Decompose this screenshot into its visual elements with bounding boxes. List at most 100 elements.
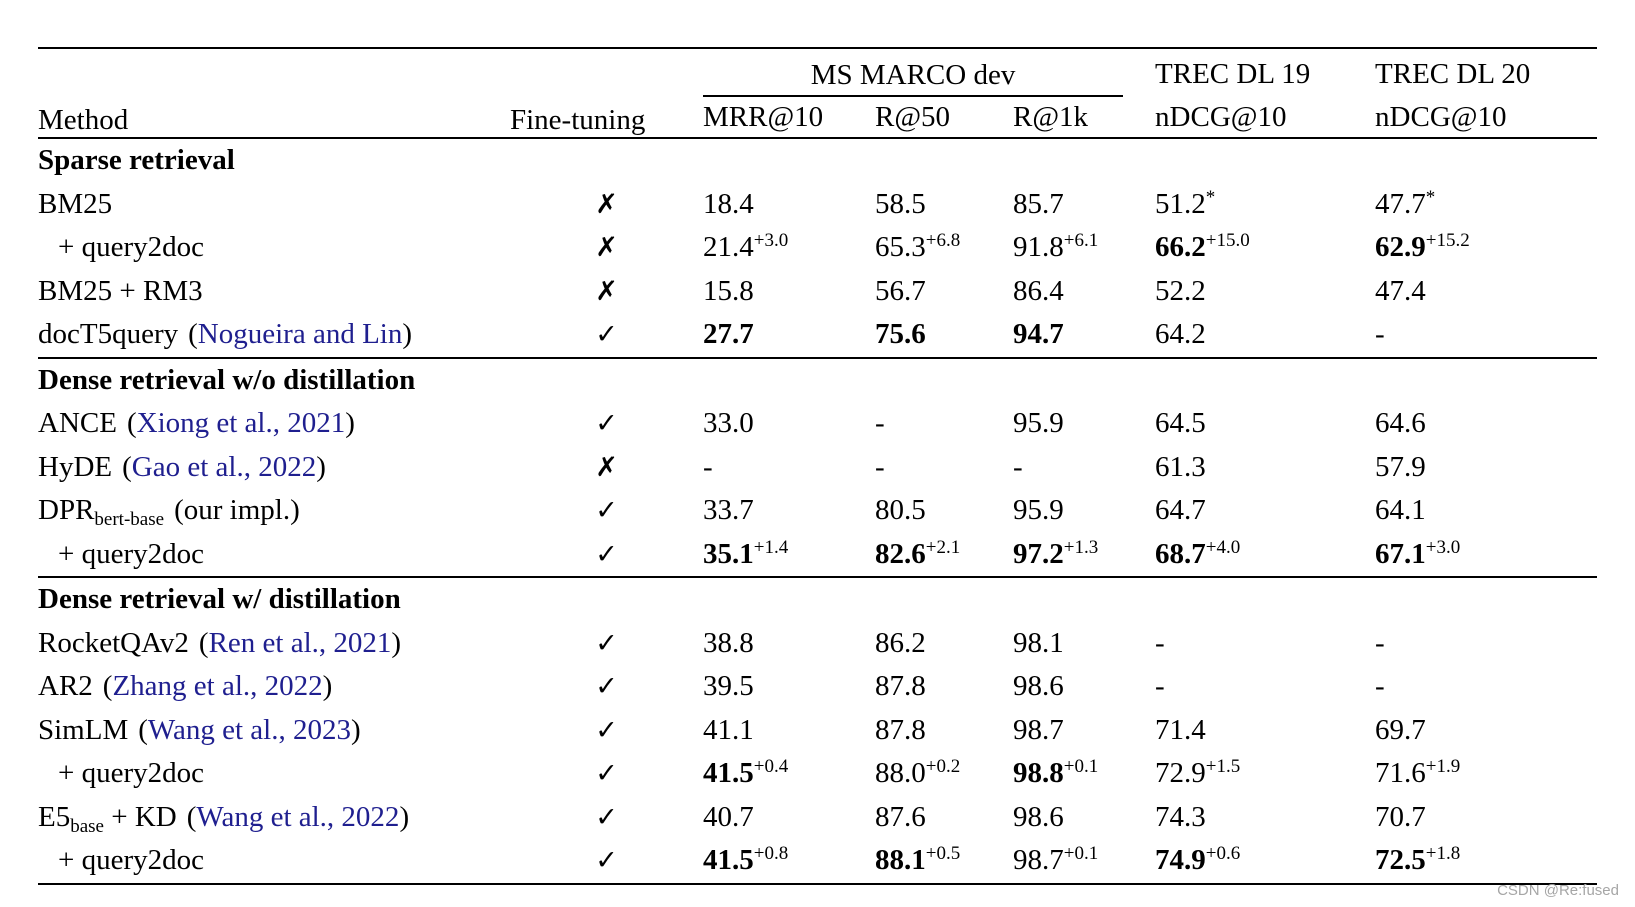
metric-cell: 69.7 — [1375, 709, 1597, 753]
metric-value: 64.7 — [1155, 494, 1206, 527]
metric-cell: 38.8 — [703, 622, 875, 666]
metric-value: 57.9 — [1375, 450, 1426, 483]
metric-value: 80.5 — [875, 494, 926, 527]
metric-cell: 98.7+0.1 — [1013, 839, 1155, 884]
paren-open: ( — [122, 450, 132, 483]
citation-link[interactable]: Ren et al., 2021 — [208, 626, 392, 659]
citation: (Nogueira and Lin) — [188, 318, 412, 350]
metric-cell: - — [1375, 622, 1597, 666]
metric-value: - — [1155, 626, 1165, 659]
metric-cell: 39.5 — [703, 665, 875, 709]
paren-open: ( — [186, 800, 197, 833]
method-cell: DPRbert-base (our impl.) — [38, 489, 510, 533]
metric-cell: 86.4 — [1013, 270, 1155, 314]
finetuning-cell: ✓ — [510, 665, 703, 709]
metric-value: 86.4 — [1013, 274, 1064, 307]
metric-cell: 21.4+3.0 — [703, 226, 875, 270]
metric-value: 87.8 — [875, 670, 926, 703]
method-note: (our impl.) — [174, 494, 300, 526]
metric-value: 41.5 — [703, 757, 754, 790]
col-group-msmarco: MS MARCO dev — [703, 48, 1155, 97]
metric-cell: 64.2 — [1155, 313, 1375, 358]
metric-value: 33.7 — [703, 494, 754, 527]
method-name: + query2doc — [58, 757, 205, 790]
method-name: BM25 — [38, 187, 113, 220]
citation: (Wang et al., 2022) — [187, 801, 409, 833]
metric-value: 58.5 — [875, 187, 926, 220]
method-name: BM25 + RM3 — [38, 274, 203, 307]
table-body: Sparse retrieval BM25 ✗ 18.4 58.5 85.7 51.2* 47… — [38, 138, 1598, 884]
metric-superscript: +15.2 — [1425, 230, 1470, 252]
metric-cell: 87.8 — [875, 665, 1013, 709]
metric-value: 51.2 — [1155, 187, 1206, 220]
metric-value: 33.0 — [703, 407, 754, 440]
finetuning-cell: ✗ — [510, 446, 703, 490]
metric-cell: 51.2* — [1155, 183, 1375, 227]
check-icon: ✓ — [595, 845, 618, 877]
metric-superscript: +0.5 — [925, 843, 961, 865]
paren-close: ) — [350, 713, 361, 746]
method-name: SimLM — [38, 713, 129, 746]
metric-value: 98.6 — [1013, 800, 1064, 833]
section-title: Dense retrieval w/ distillation — [38, 576, 1598, 622]
citation-link[interactable]: Zhang et al., 2022 — [112, 670, 323, 703]
paren-close: ) — [316, 450, 326, 483]
metric-superscript: +3.0 — [753, 230, 789, 252]
section-row: Dense retrieval w/o distillation — [38, 356, 1598, 402]
table-row: RocketQAv2 (Ren et al., 2021) ✓ 38.8 86.2 98.… — [38, 622, 1597, 666]
metric-value: 91.8 — [1013, 231, 1064, 264]
metric-cell: - — [1375, 313, 1597, 358]
section-title: Sparse retrieval — [38, 144, 235, 177]
check-icon: ✓ — [595, 714, 618, 746]
metric-superscript: +4.0 — [1205, 536, 1241, 558]
citation-link[interactable]: Gao et al., 2022 — [131, 450, 317, 483]
metric-value: 65.3 — [875, 231, 926, 264]
table-row: ANCE (Xiong et al., 2021) ✓ 33.0 - 95.9 64.5 64… — [38, 402, 1597, 446]
method-cell: + query2doc — [38, 226, 510, 270]
citation-link[interactable]: Wang et al., 2022 — [196, 800, 400, 833]
citation-link[interactable]: Xiong et al., 2021 — [136, 407, 346, 440]
msmarco-group-label: MS MARCO dev — [703, 59, 1124, 97]
metric-value: 66.2 — [1155, 231, 1206, 264]
metric-value: 15.8 — [703, 274, 754, 307]
citation: (Zhang et al., 2022) — [103, 670, 333, 702]
metric-value: 47.7 — [1375, 187, 1426, 220]
citation: (Ren et al., 2021) — [199, 627, 401, 659]
metric-cell: 57.9 — [1375, 446, 1597, 490]
metric-value: 62.9 — [1375, 231, 1426, 264]
method-name: RocketQAv2 — [38, 626, 189, 659]
metric-value: - — [1155, 670, 1165, 703]
paren-open: ( — [126, 407, 137, 440]
citation-link[interactable]: Wang et al., 2023 — [147, 713, 351, 746]
finetuning-cell: ✓ — [510, 709, 703, 753]
metric-value: - — [703, 450, 713, 483]
paren-open: ( — [174, 494, 184, 527]
cross-icon: ✗ — [595, 451, 618, 483]
paren-close: ) — [345, 407, 355, 440]
metric-cell: 95.9 — [1013, 489, 1155, 533]
col-header-r50: R@50 — [875, 100, 951, 133]
metric-value: - — [1375, 318, 1385, 351]
metric-superscript: +0.8 — [753, 843, 789, 865]
metric-cell: 33.0 — [703, 402, 875, 446]
metric-cell: 47.4 — [1375, 270, 1597, 314]
metric-cell: 70.7 — [1375, 796, 1597, 840]
check-icon: ✓ — [595, 495, 618, 527]
method-name: HyDE — [38, 450, 113, 483]
paren-open: ( — [102, 670, 113, 703]
metric-cell: 41.1 — [703, 709, 875, 753]
check-icon: ✓ — [595, 408, 618, 440]
table-row: + query2doc ✓ 41.5+0.4 88.0+0.2 98.8+0.1 72.9… — [38, 752, 1597, 796]
metric-value: 40.7 — [703, 800, 754, 833]
check-icon: ✓ — [595, 801, 618, 833]
section-row: Dense retrieval w/ distillation — [38, 576, 1598, 622]
results-table: Method Fine-tuning MS MARCO dev TREC DL … — [38, 47, 1598, 885]
metric-superscript: +3.0 — [1425, 536, 1461, 558]
results-table-container: Method Fine-tuning MS MARCO dev TREC DL … — [38, 47, 1598, 885]
citation-link[interactable]: Nogueira and Lin — [197, 318, 403, 351]
method-name: + query2doc — [58, 231, 205, 264]
metric-value: 67.1 — [1375, 537, 1426, 570]
table-row: BM25 ✗ 18.4 58.5 85.7 51.2* 47.7* — [38, 183, 1597, 227]
metric-value: 88.0 — [875, 757, 926, 790]
paren-close: ) — [290, 494, 300, 527]
